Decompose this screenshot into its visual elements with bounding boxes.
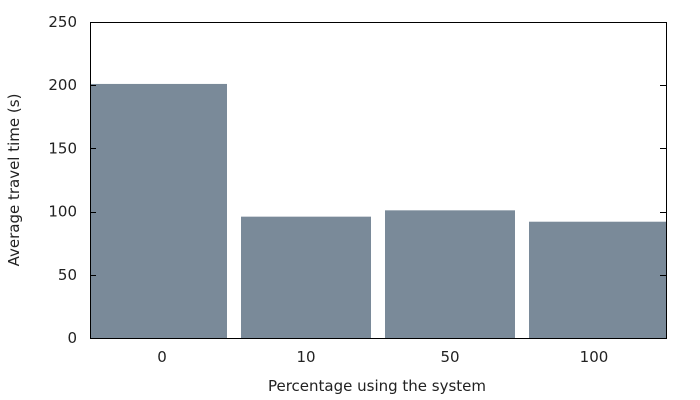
y-tick-label: 50 [58,266,77,284]
x-tick-label: 100 [580,348,609,366]
y-tick-label: 150 [48,139,77,157]
y-tick-label: 250 [48,13,77,31]
x-tick-label: 0 [157,348,167,366]
bars-group [90,83,666,338]
plot-frame [90,22,667,339]
bar-100 [529,221,666,338]
x-axis-label: Percentage using the system [268,377,486,395]
x-axis: 0 10 50 100 [157,348,608,366]
bar-10 [241,216,371,338]
y-axis-label: Average travel time (s) [5,94,23,267]
x-tick-label: 50 [440,348,459,366]
y-tick-label: 200 [48,76,77,94]
bar-0 [90,83,227,338]
y-tick-label: 0 [67,329,77,347]
y-axis: 0 50 100 150 200 250 [48,13,666,347]
x-tick-label: 10 [296,348,315,366]
bar-50 [385,210,515,338]
y-tick-label: 100 [48,203,77,221]
